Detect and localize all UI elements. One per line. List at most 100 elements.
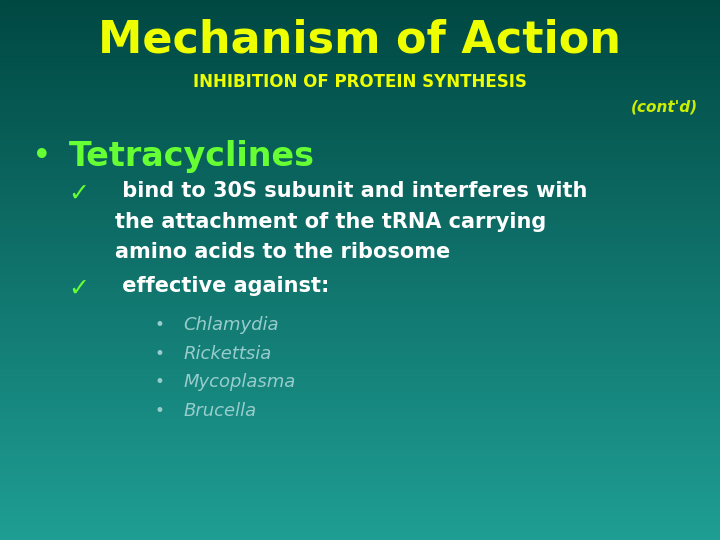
Bar [0,347,720,349]
Bar [0,529,720,531]
Bar [0,245,720,247]
Bar [0,194,720,196]
Bar [0,457,720,459]
Bar [0,420,720,421]
Bar [0,43,720,45]
Bar [0,331,720,333]
Bar [0,277,720,279]
Bar [0,495,720,497]
Bar [0,108,720,110]
Bar [0,315,720,317]
Bar [0,362,720,363]
Bar [0,400,720,401]
Bar [0,525,720,528]
Bar [0,220,720,221]
Bar [0,236,720,238]
Bar [0,306,720,308]
Bar [0,302,720,304]
Bar [0,504,720,506]
Bar [0,509,720,511]
Bar [0,340,720,342]
Bar [0,538,720,540]
Bar [0,124,720,126]
Bar [0,31,720,32]
Bar [0,394,720,396]
Bar [0,169,720,171]
Bar [0,160,720,162]
Bar [0,367,720,369]
Bar [0,437,720,439]
Bar [0,101,720,103]
Bar [0,349,720,351]
Bar [0,54,720,56]
Bar [0,410,720,412]
Text: Mechanism of Action: Mechanism of Action [99,19,621,62]
Bar [0,432,720,434]
Bar [0,133,720,135]
Bar [0,259,720,261]
Bar [0,263,720,265]
Bar [0,493,720,495]
Bar [0,481,720,482]
Bar [0,45,720,47]
Bar [0,56,720,58]
Bar [0,461,720,463]
Bar [0,517,720,518]
Bar [0,184,720,185]
Text: INHIBITION OF PROTEIN SYNTHESIS: INHIBITION OF PROTEIN SYNTHESIS [193,73,527,91]
Bar [0,387,720,389]
Bar [0,117,720,119]
Bar [0,346,720,347]
Bar [0,382,720,383]
Bar [0,401,720,403]
Bar [0,356,720,358]
Bar [0,407,720,409]
Bar [0,228,720,231]
Bar [0,274,720,275]
Bar [0,518,720,520]
Bar [0,358,720,360]
Bar [0,201,720,204]
Bar [0,511,720,513]
Bar [0,417,720,420]
Text: •: • [155,316,165,334]
Bar [0,65,720,66]
Bar [0,34,720,36]
Bar [0,15,720,16]
Bar [0,491,720,493]
Bar [0,32,720,34]
Bar [0,7,720,9]
Bar [0,5,720,7]
Text: bind to 30S subunit and interferes with: bind to 30S subunit and interferes with [115,181,588,201]
Bar [0,115,720,117]
Bar [0,304,720,306]
Bar [0,466,720,468]
Bar [0,113,720,115]
Bar [0,430,720,432]
Bar [0,272,720,274]
Text: (cont'd): (cont'd) [631,100,698,115]
Bar [0,162,720,164]
Bar [0,112,720,113]
Bar [0,376,720,378]
Bar [0,189,720,191]
Bar [0,355,720,356]
Bar [0,4,720,5]
Bar [0,209,720,211]
Bar [0,211,720,212]
Bar [0,52,720,54]
Bar [0,427,720,428]
Bar [0,173,720,174]
Bar [0,374,720,376]
Bar [0,301,720,302]
Bar [0,335,720,336]
Bar [0,309,720,312]
Bar [0,18,720,20]
Bar [0,193,720,194]
Bar [0,157,720,158]
Bar [0,49,720,50]
Bar [0,533,720,535]
Bar [0,351,720,353]
Bar [0,288,720,290]
Bar [0,96,720,97]
